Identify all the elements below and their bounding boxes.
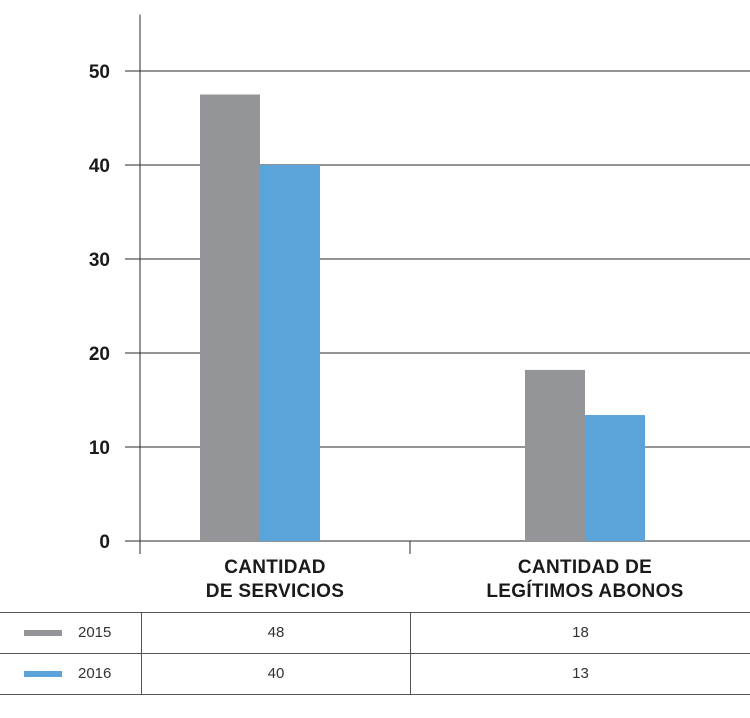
table-cell: 40 — [267, 665, 285, 682]
y-tick-label: 10 — [89, 438, 110, 459]
category-label-line: DE SERVICIOS — [205, 581, 345, 602]
y-tick-labels: 0 10 20 30 40 50 — [89, 62, 110, 553]
bar-2015 — [200, 94, 260, 541]
table-cell: 48 — [267, 624, 285, 641]
category-label-line: CANTIDAD DE — [517, 557, 653, 578]
table-divider — [410, 613, 411, 653]
series-label-2016: 2016 — [78, 665, 112, 682]
y-tick-label: 0 — [99, 532, 110, 553]
table-cell: 18 — [572, 624, 589, 641]
table-divider — [141, 654, 142, 694]
table-divider — [141, 613, 142, 653]
category-label-servicios: CANTIDAD DE SERVICIOS — [160, 556, 390, 604]
category-label-abonos: CANTIDAD DE LEGÍTIMOS ABONOS — [470, 556, 700, 604]
category-label-line: CANTIDAD — [224, 557, 326, 578]
y-tick-label: 20 — [89, 344, 110, 365]
table-row-2015: 2015 48 18 — [0, 612, 750, 654]
legend-swatch-2016 — [24, 671, 62, 677]
bar-chart: 0 10 20 30 40 50 — [89, 14, 750, 554]
table-divider — [410, 654, 411, 694]
y-tick-label: 30 — [89, 250, 110, 271]
bars — [200, 94, 645, 541]
bar-2015 — [525, 369, 585, 541]
y-tick-label: 50 — [89, 62, 110, 83]
bar-2016 — [260, 165, 320, 541]
table-cell: 13 — [572, 665, 589, 682]
category-label-line: LEGÍTIMOS ABONOS — [486, 581, 684, 602]
axes — [139, 14, 411, 554]
bar-2016 — [585, 415, 645, 541]
table-row-2016: 2016 40 13 — [0, 654, 750, 695]
y-tick-label: 40 — [89, 156, 110, 177]
data-table: 2015 48 18 2016 40 13 — [0, 612, 750, 695]
legend-swatch-2015 — [24, 630, 62, 636]
series-label-2015: 2015 — [78, 624, 112, 641]
